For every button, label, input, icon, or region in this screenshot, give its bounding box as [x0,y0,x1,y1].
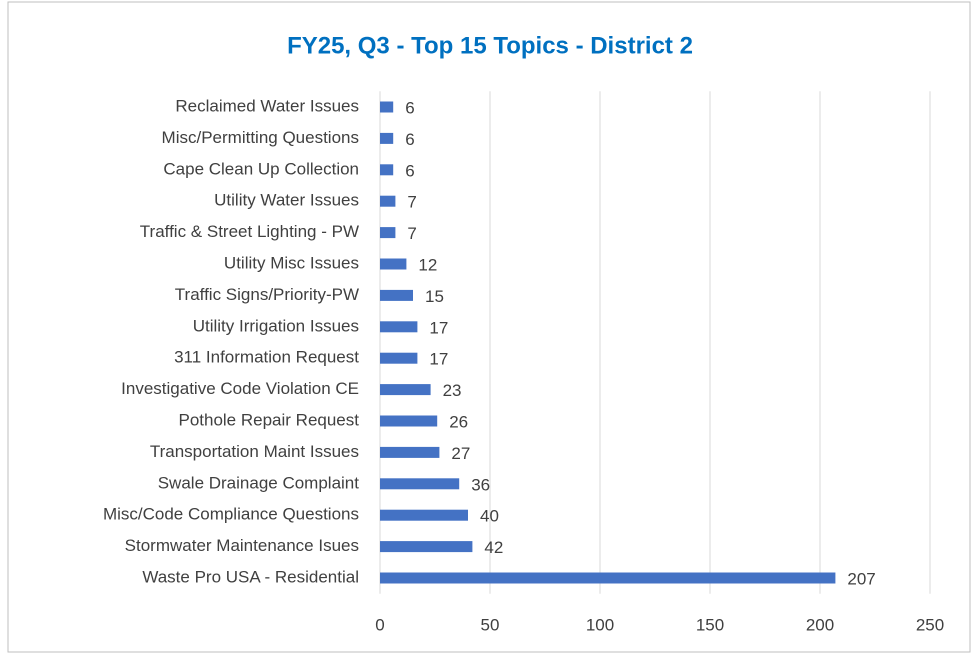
x-tick-label: 100 [586,615,614,634]
bar [380,101,394,113]
bar [380,415,438,427]
y-tick-label: Swale Drainage Complaint [158,473,360,492]
bar [380,195,396,207]
value-label: 6 [405,130,414,149]
bar [380,289,413,301]
y-tick-label: Pothole Repair Request [178,410,359,429]
value-label: 42 [484,538,503,557]
y-tick-label: Utility Water Issues [214,191,359,210]
y-tick-label: Cape Clean Up Collection [163,159,359,178]
y-tick-label: Misc/Permitting Questions [162,128,359,147]
value-label: 26 [449,412,468,431]
bar [380,164,394,176]
bar [380,446,440,458]
y-tick-label: Traffic & Street Lighting - PW [140,222,359,241]
value-label: 15 [425,287,444,306]
value-label: 7 [407,193,416,212]
value-label: 7 [407,224,416,243]
y-tick-label: Reclaimed Water Issues [175,96,359,115]
y-tick-label: Investigative Code Violation CE [121,379,359,398]
bar [380,509,468,521]
bar [380,572,836,584]
y-tick-label: Utility Misc Issues [224,253,359,272]
y-tick-label: Traffic Signs/Priority-PW [175,285,359,304]
value-label: 12 [418,255,437,274]
y-tick-label: Transportation Maint Issues [150,442,359,461]
y-tick-label: Utility Irrigation Issues [193,316,359,335]
value-label: 23 [443,381,462,400]
chart-title: FY25, Q3 - Top 15 Topics - District 2 [287,32,693,59]
value-label: 6 [405,98,414,117]
x-tick-label: 50 [481,615,500,634]
value-label: 17 [429,350,448,369]
bar [380,541,473,553]
x-tick-label: 0 [375,615,384,634]
value-label: 6 [405,161,414,180]
y-tick-label: Misc/Code Compliance Questions [103,505,359,524]
x-tick-label: 250 [916,615,944,634]
value-label: 17 [429,318,448,337]
bar [380,227,396,239]
bar [380,321,418,333]
bar [380,384,431,396]
x-tick-label: 150 [696,615,724,634]
bar [380,132,394,144]
value-label: 207 [847,569,875,588]
chart-border [7,1,971,653]
bar [380,352,418,364]
y-tick-label: Stormwater Maintenance Isues [125,536,359,555]
bar [380,478,460,490]
y-tick-label: 311 Information Request [174,348,359,367]
bar [380,258,407,270]
value-label: 36 [471,475,490,494]
x-tick-label: 200 [806,615,834,634]
value-label: 40 [480,507,499,526]
value-label: 27 [451,444,470,463]
y-tick-label: Waste Pro USA - Residential [142,567,359,586]
